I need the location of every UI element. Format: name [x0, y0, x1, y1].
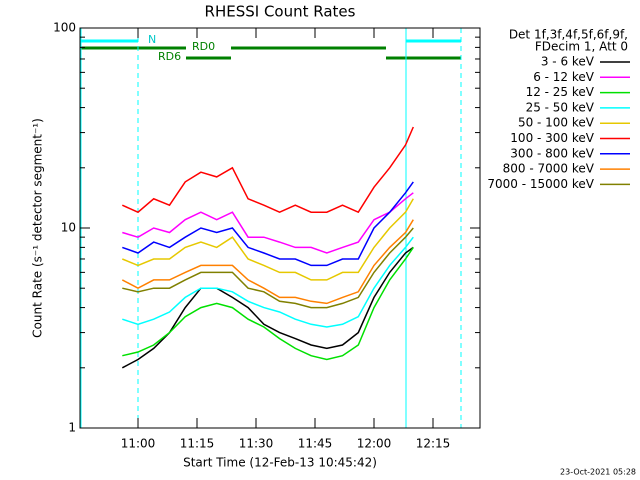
legend-label: 800 - 7000 keV [503, 162, 595, 176]
x-tick-label: 11:45 [298, 437, 333, 451]
series-line [122, 192, 414, 254]
x-tick-label: 12:00 [357, 437, 392, 451]
legend-label: 12 - 25 keV [526, 85, 595, 99]
chart-title: RHESSI Count Rates [205, 3, 356, 21]
series-line [121, 246, 414, 369]
y-tick-label: 10 [61, 221, 76, 235]
legend-label: 3 - 6 keV [541, 55, 595, 69]
x-tick-label: 12:15 [416, 437, 451, 451]
annotation: N [148, 33, 156, 46]
plot-frame [79, 27, 481, 429]
legend-label: 50 - 100 keV [518, 116, 595, 130]
legend-label: 6 - 12 keV [533, 70, 595, 84]
legend-label: 300 - 800 keV [510, 146, 594, 160]
series-line [122, 246, 414, 361]
x-tick-label: 11:30 [239, 437, 274, 451]
annotation: RD6 [158, 50, 181, 63]
legend-title: Det 1f,3f,4f,5f,6f,9f, [509, 28, 628, 42]
y-tick-label: 100 [53, 21, 76, 35]
series-line [122, 227, 414, 309]
series-line [122, 236, 414, 328]
legend-label: 100 - 300 keV [510, 131, 594, 145]
x-axis-label: Start Time (12-Feb-13 10:45:42) [183, 456, 377, 470]
legend-title: FDecim 1, Att 0 [535, 40, 628, 54]
annotation: RD0 [192, 40, 215, 53]
series-line [122, 181, 414, 267]
series-line [122, 198, 414, 281]
x-tick-label: 11:15 [180, 437, 215, 451]
attenuator-bars: N RD0 RD6 [80, 28, 462, 428]
y-tick-label: 1 [68, 421, 76, 435]
x-tick-label: 11:00 [121, 437, 156, 451]
series-line [121, 219, 414, 305]
y-axis-label: Count Rate (s⁻¹ detector segment⁻¹) [31, 118, 45, 338]
legend-label: 7000 - 15000 keV [487, 177, 594, 191]
legend-label: 25 - 50 keV [526, 100, 595, 114]
series-line [121, 126, 414, 214]
footer: 23-Oct-2021 05:28 [560, 468, 636, 477]
